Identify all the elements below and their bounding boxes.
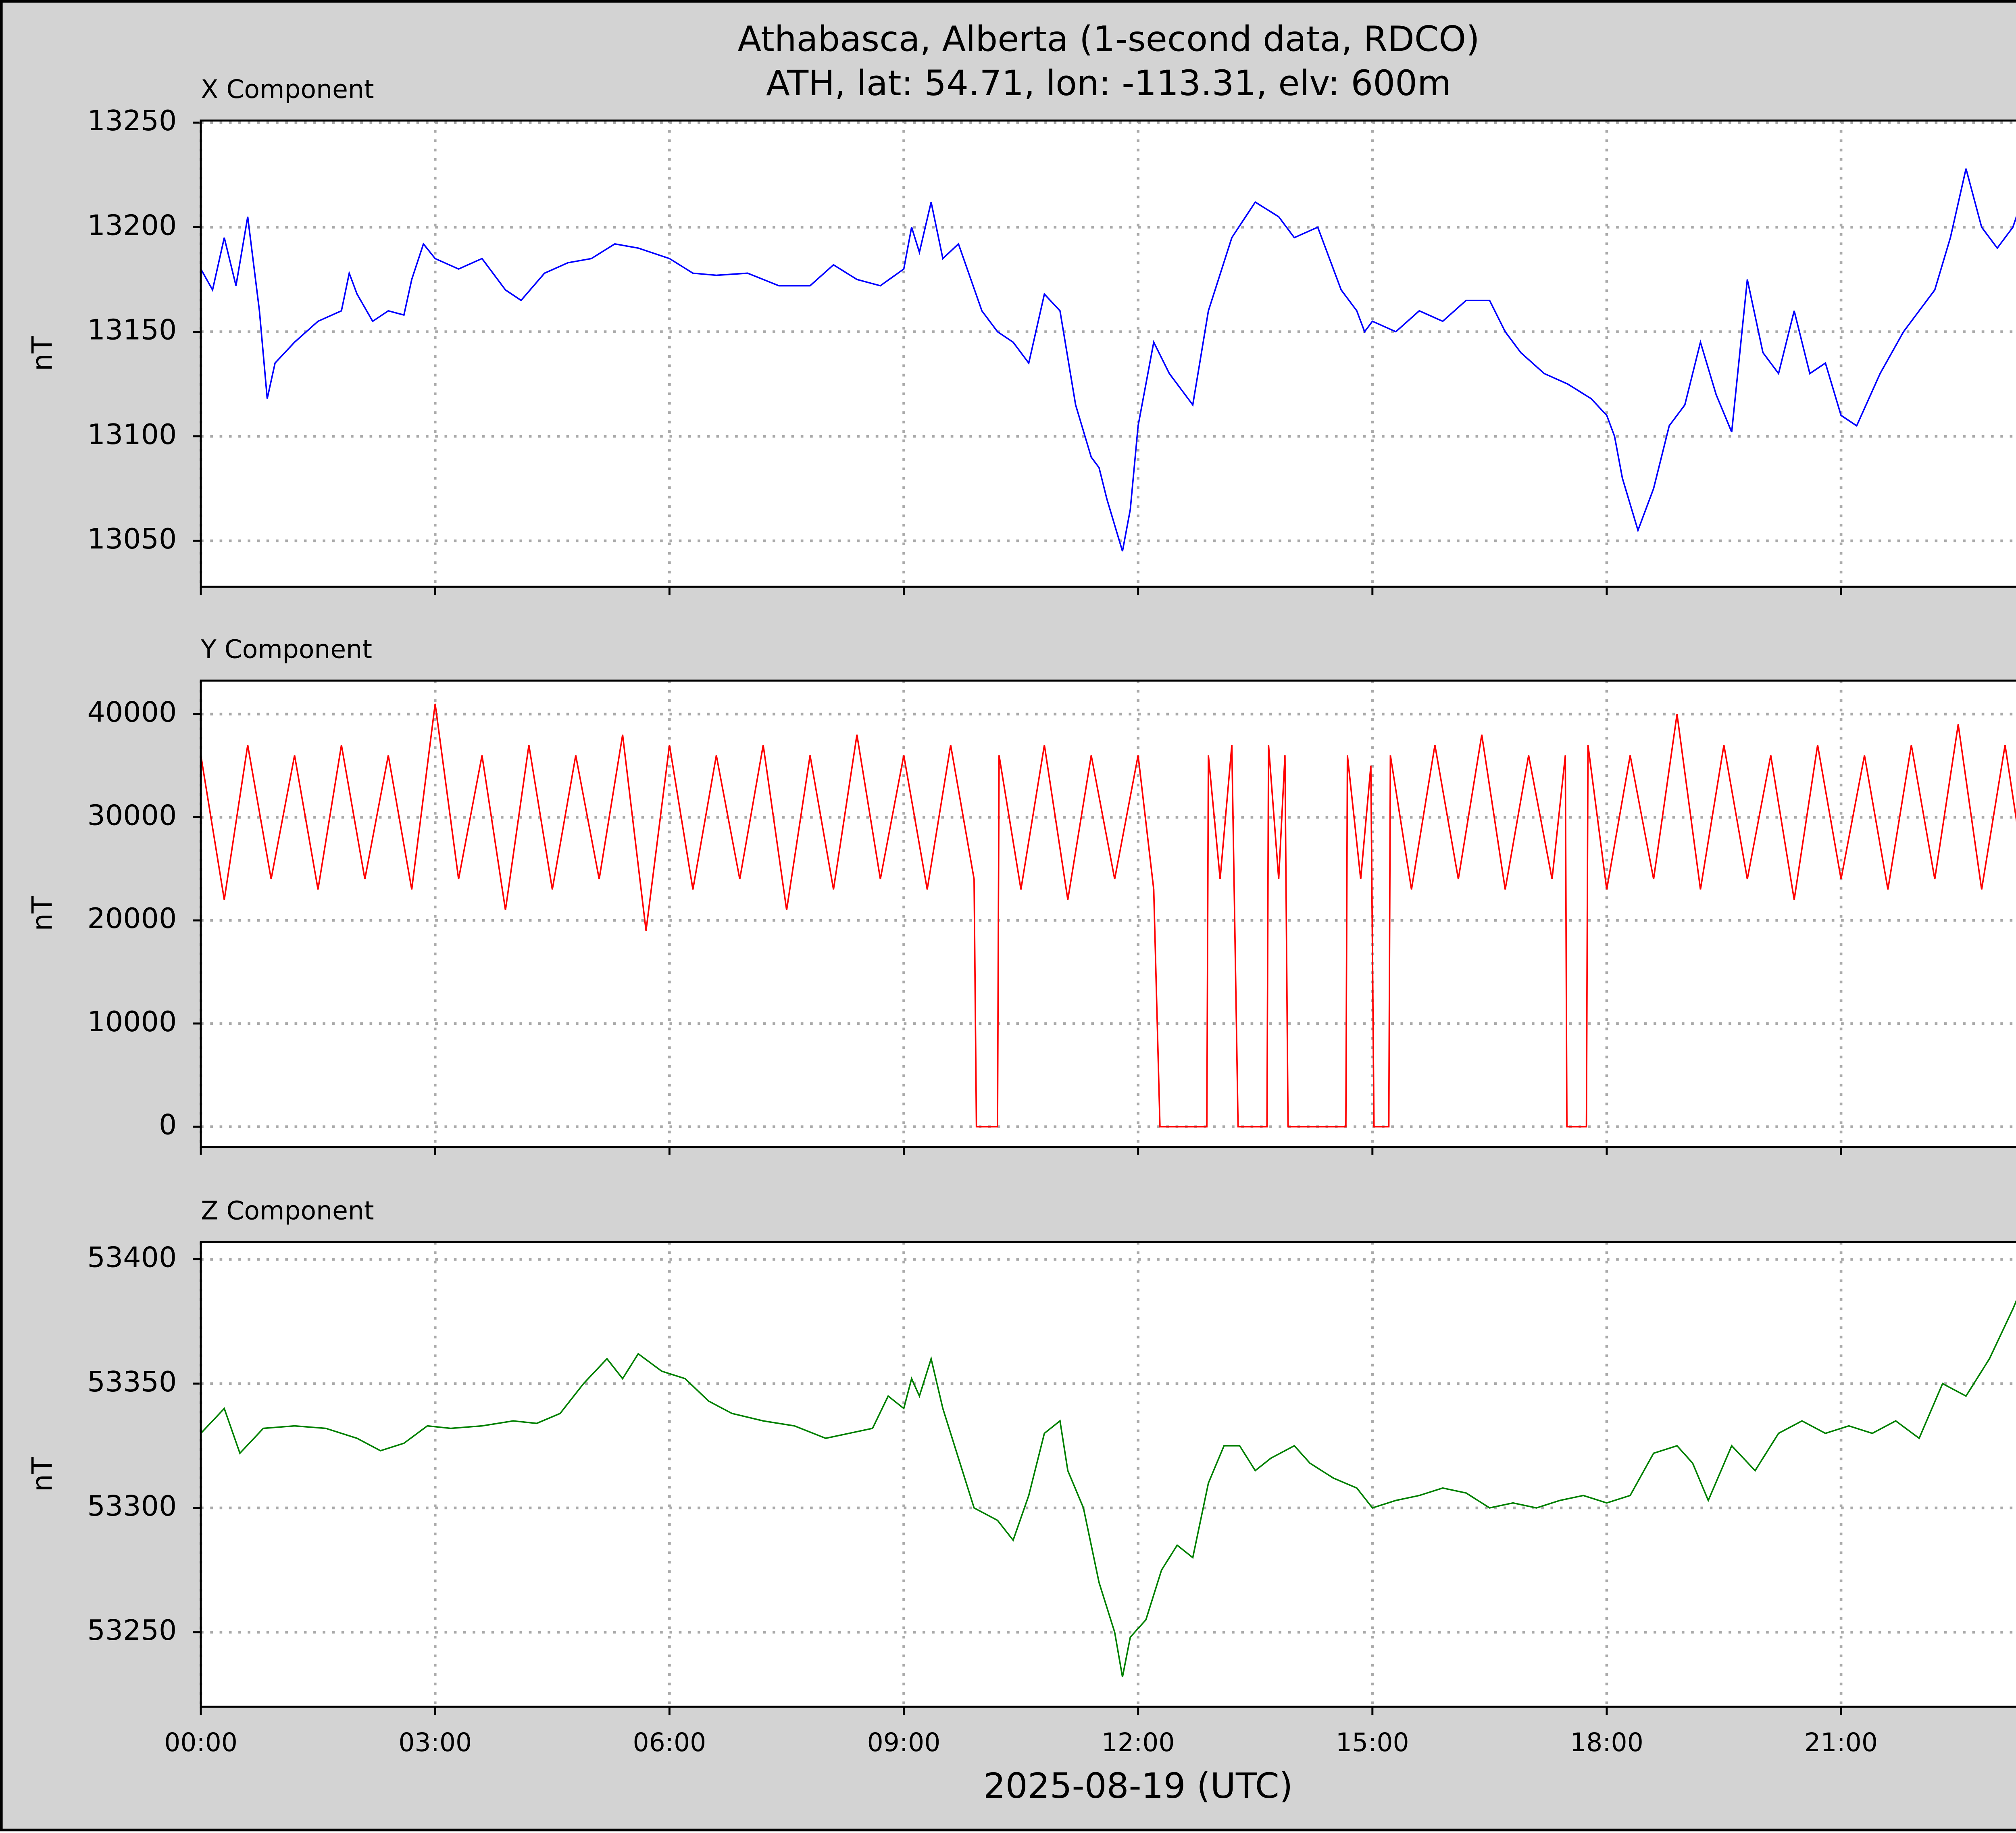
y-tick-label: 53400 bbox=[87, 1241, 177, 1274]
x-tick-label: 00:00 bbox=[164, 1727, 237, 1757]
data-line bbox=[200, 703, 2016, 1128]
figure-subtitle: ATH, lat: 54.71, lon: -113.31, elv: 600m bbox=[766, 63, 1451, 104]
x-tick-label: 12:00 bbox=[1102, 1727, 1175, 1757]
y-tick-label: 10000 bbox=[87, 1005, 177, 1038]
x-tick-label: 15:00 bbox=[1336, 1727, 1409, 1757]
y-tick-label: 40000 bbox=[87, 696, 177, 729]
panel-title: Y Component bbox=[200, 634, 372, 664]
y-tick-label: 53300 bbox=[87, 1490, 177, 1522]
plot-frame bbox=[200, 119, 2016, 588]
plot-frame bbox=[200, 1241, 2016, 1708]
y-tick-label: 53350 bbox=[87, 1366, 177, 1398]
y-tick-label: 13250 bbox=[87, 104, 177, 137]
x-tick-label: 09:00 bbox=[867, 1727, 941, 1757]
plot-area bbox=[201, 680, 2016, 1147]
y-tick-label: 13100 bbox=[87, 418, 177, 451]
panel-title: X Component bbox=[201, 74, 374, 104]
plot-area bbox=[201, 120, 2016, 587]
x-tick-label: 03:00 bbox=[398, 1727, 472, 1757]
y-tick-label: 20000 bbox=[87, 902, 177, 935]
y-tick-label: 13150 bbox=[87, 314, 177, 346]
plot-area bbox=[201, 1242, 2016, 1707]
x-tick-label: 06:00 bbox=[633, 1727, 706, 1757]
y-tick-label: 0 bbox=[159, 1109, 177, 1141]
y-axis-label: nT bbox=[26, 336, 59, 371]
y-tick-label: 53250 bbox=[87, 1614, 177, 1647]
y-tick-label: 13200 bbox=[87, 209, 177, 242]
y-axis-label: nT bbox=[26, 1457, 59, 1492]
x-axis-label: 2025-08-19 (UTC) bbox=[983, 1766, 1293, 1806]
plot-frame bbox=[200, 680, 2016, 1148]
figure-title: Athabasca, Alberta (1-second data, RDCO) bbox=[737, 19, 1479, 59]
y-tick-label: 13050 bbox=[87, 523, 177, 555]
x-tick-label: 18:00 bbox=[1570, 1727, 1643, 1757]
x-tick-label: 21:00 bbox=[1804, 1727, 1878, 1757]
data-line bbox=[200, 168, 2016, 552]
data-line bbox=[200, 1299, 2016, 1677]
panel-title: Z Component bbox=[201, 1195, 374, 1225]
y-tick-label: 30000 bbox=[87, 799, 177, 832]
y-axis-label: nT bbox=[26, 896, 59, 931]
